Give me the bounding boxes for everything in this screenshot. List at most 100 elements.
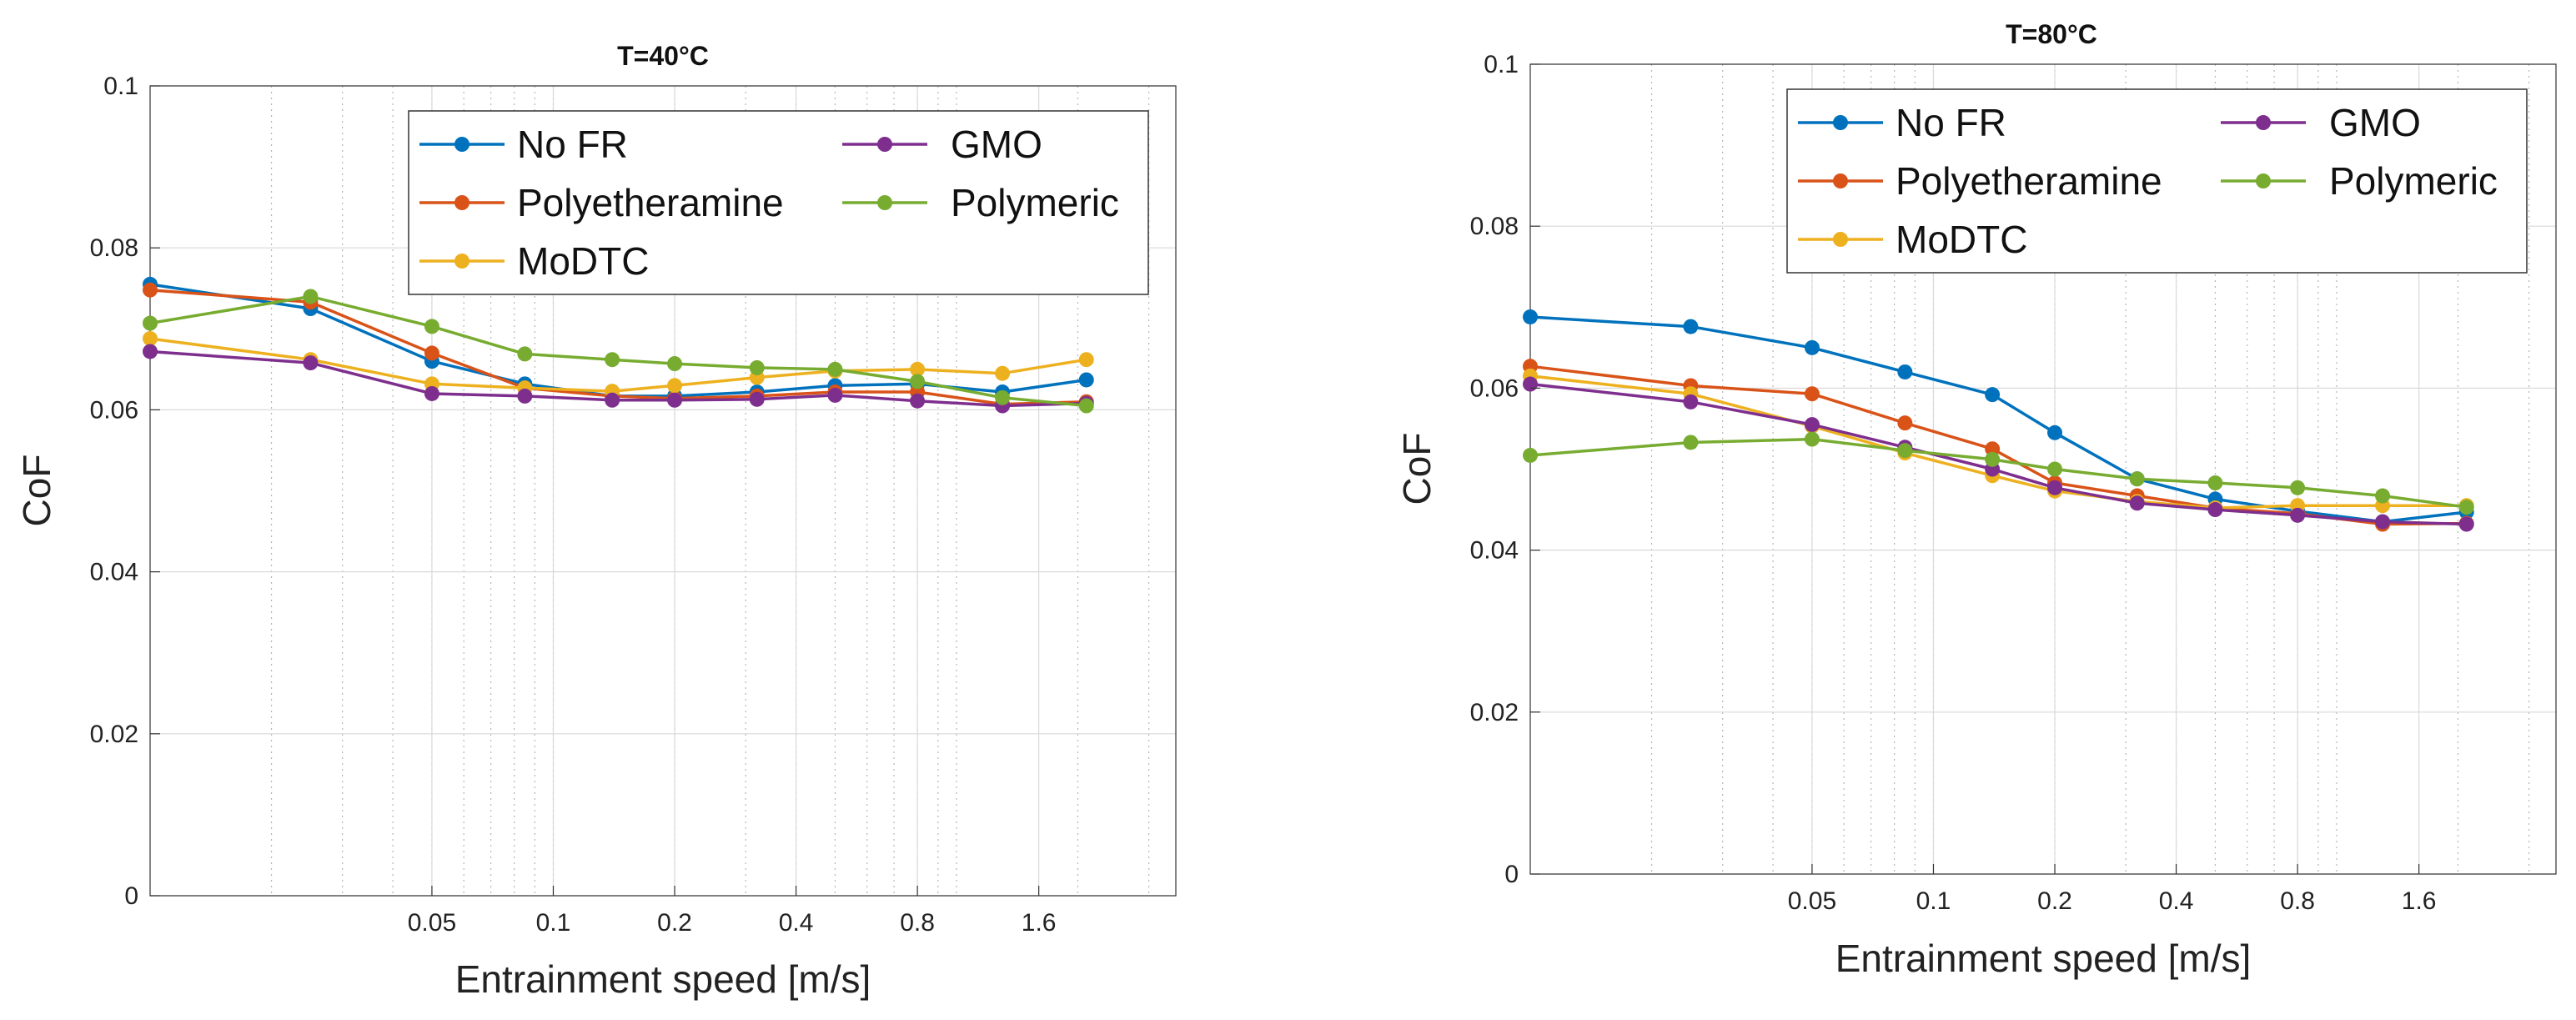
legend-entry-gmo: GMO xyxy=(2221,101,2421,144)
data-point-polymeric xyxy=(1523,447,1538,463)
y-tick-label: 0 xyxy=(1504,861,1519,888)
data-point-polymeric xyxy=(1804,431,1820,447)
legend-label-no-fr: No FR xyxy=(517,123,628,166)
x-tick-label: 1.6 xyxy=(1022,909,1057,937)
data-point-gmo xyxy=(2290,507,2306,523)
data-point-gmo xyxy=(517,388,533,404)
y-axis-label: CoF xyxy=(1395,433,1439,505)
data-point-polymeric xyxy=(1683,435,1699,450)
series-gmo xyxy=(1523,376,2474,532)
data-point-gmo xyxy=(2375,514,2391,530)
y-tick-label: 0.08 xyxy=(90,234,138,262)
data-point-gmo xyxy=(2129,495,2145,511)
legend-label-no-fr: No FR xyxy=(1896,101,2006,144)
data-point-gmo xyxy=(1683,394,1699,410)
legend-entry-polyetheramine: Polyetheramine xyxy=(1798,159,2162,203)
data-point-polymeric xyxy=(2129,471,2145,487)
y-tick-label: 0.02 xyxy=(1470,699,1519,726)
chart-panel-80c: T=80°C 00.020.040.060.080.1 0.05 0.1 0.2 0.… xyxy=(1395,19,2557,980)
x-axis-label: Entrainment speed [m/s] xyxy=(1835,937,2252,980)
data-point-gmo xyxy=(424,385,439,401)
x-tick-label: 0.05 xyxy=(1788,887,1836,915)
data-point-polyetheramine xyxy=(1985,441,2001,457)
legend-box xyxy=(408,110,1149,295)
y-tick-label: 0.08 xyxy=(1470,213,1519,240)
series-line-gmo xyxy=(1529,382,2467,526)
y-tick-label: 0.06 xyxy=(90,396,138,424)
legend-swatch-marker xyxy=(877,195,892,210)
series-group xyxy=(1523,309,2474,532)
chart-title: T=40°C xyxy=(617,41,709,71)
x-tick-label: 0.4 xyxy=(2159,887,2194,915)
data-point-gmo xyxy=(827,387,843,403)
legend-swatch-marker xyxy=(1833,232,1848,247)
legend-label-polymeric: Polymeric xyxy=(2329,159,2498,203)
legend-label-polyetheramine: Polyetheramine xyxy=(517,181,784,224)
y-tick-label: 0.06 xyxy=(1470,374,1519,402)
legend-entry-gmo: GMO xyxy=(842,123,1042,166)
data-point-no-fr xyxy=(1523,309,1538,324)
x-tick-label: 0.2 xyxy=(2037,887,2072,915)
plot-frame xyxy=(1529,63,2557,875)
data-point-polymeric xyxy=(303,289,319,304)
y-tick-label: 0.1 xyxy=(103,73,138,100)
data-point-modtc xyxy=(910,361,926,377)
data-point-gmo xyxy=(749,391,765,407)
x-axis-label: Entrainment speed [m/s] xyxy=(455,957,871,1001)
data-point-polymeric xyxy=(827,361,843,377)
data-point-no-fr xyxy=(1078,372,1094,388)
legend: No FR Polyetheramine MoDTC GMO Polymeric xyxy=(1786,88,2528,274)
x-tick-label: 0.2 xyxy=(657,909,692,937)
x-tick-label: 0.4 xyxy=(779,909,814,937)
series-polymeric xyxy=(143,289,1094,414)
legend-entry-no-fr: No FR xyxy=(1798,101,2006,144)
series-no-fr xyxy=(1523,309,2474,530)
legend-entry-polymeric: Polymeric xyxy=(2221,159,2498,203)
data-point-gmo xyxy=(910,393,926,409)
legend-label-gmo: GMO xyxy=(2329,101,2421,144)
data-point-gmo xyxy=(1523,376,1538,392)
data-point-polymeric xyxy=(2458,500,2474,515)
legend-swatch-marker xyxy=(454,254,470,269)
data-point-gmo xyxy=(2458,516,2474,532)
data-point-polymeric xyxy=(2207,475,2223,491)
data-point-modtc xyxy=(143,330,158,346)
legend-entry-modtc: MoDTC xyxy=(1798,218,2027,261)
data-point-modtc xyxy=(995,365,1011,381)
series-polymeric xyxy=(1523,431,2474,515)
data-point-modtc xyxy=(667,378,683,394)
data-point-modtc xyxy=(1078,352,1094,368)
series-gmo xyxy=(143,344,1094,414)
series-no-fr xyxy=(143,276,1094,404)
data-point-gmo xyxy=(667,392,683,408)
data-point-polyetheramine xyxy=(1897,415,1913,431)
data-point-polymeric xyxy=(1897,443,1913,459)
data-point-polymeric xyxy=(2375,488,2391,504)
data-point-polyetheramine xyxy=(1804,386,1820,402)
data-point-polymeric xyxy=(2290,480,2306,495)
legend-label-gmo: GMO xyxy=(951,123,1042,166)
legend-label-modtc: MoDTC xyxy=(517,239,649,283)
y-tick-label: 0.1 xyxy=(1484,51,1519,78)
legend-box xyxy=(1786,88,2528,274)
y-axis-label: CoF xyxy=(15,455,58,527)
y-ticks: 0 0.02 0.04 0.06 0.08 0.1 xyxy=(1470,51,1540,888)
data-point-polymeric xyxy=(749,359,765,375)
data-point-no-fr xyxy=(1897,364,1913,379)
data-point-polymeric xyxy=(667,356,683,372)
data-point-gmo xyxy=(605,392,620,408)
data-point-polymeric xyxy=(517,346,533,362)
data-point-polymeric xyxy=(1078,398,1094,414)
legend-entry-polymeric: Polymeric xyxy=(842,181,1119,224)
plot-frame xyxy=(149,85,1177,897)
legend-swatch-marker xyxy=(1833,115,1848,130)
legend-swatch-marker xyxy=(454,195,470,210)
data-point-gmo xyxy=(1804,417,1820,433)
x-ticks: 0.05 0.1 0.2 0.4 0.8 1.6 xyxy=(408,886,1057,937)
legend-swatch-marker xyxy=(2256,173,2271,188)
series-group xyxy=(143,276,1094,414)
data-point-no-fr xyxy=(2047,425,2063,440)
x-ticks: 0.05 0.1 0.2 0.4 0.8 1.6 xyxy=(1788,864,2437,915)
legend-swatch-marker xyxy=(1833,173,1848,188)
